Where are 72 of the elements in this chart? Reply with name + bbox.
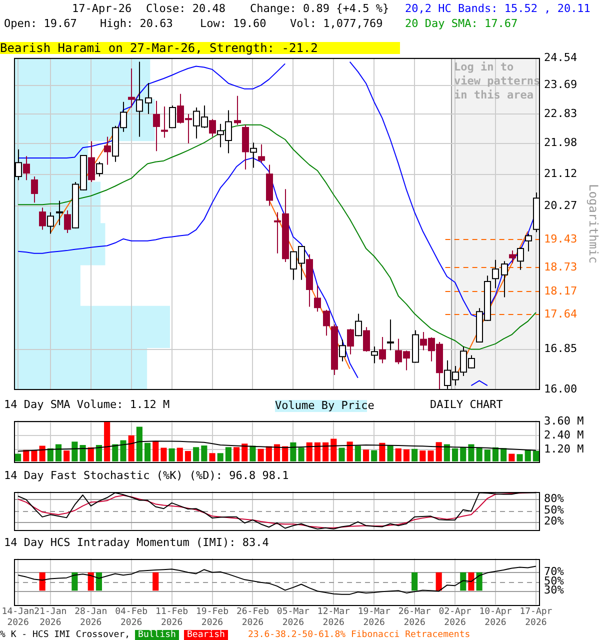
text: High: 20.63 xyxy=(100,17,173,30)
ref-line-label: 18.73 xyxy=(544,260,578,274)
candlestick xyxy=(64,210,71,234)
x-tick-label: 26-Feb 2026 xyxy=(236,607,269,628)
y-tick-label: 16.00 xyxy=(544,382,578,396)
y-tick-label: 23.69 xyxy=(544,78,578,92)
y-tick-label: 1.20 M xyxy=(544,442,584,456)
candlestick xyxy=(39,207,46,230)
text: Bearish Harami on 27-Mar-26, Strength: -21.2 xyxy=(0,41,400,55)
candlestick xyxy=(323,309,330,336)
x-tick-label: 26-Mar 2026 xyxy=(398,607,432,628)
candlestick xyxy=(363,326,370,352)
ref-line-label: 17.64 xyxy=(544,307,578,320)
y-tick-label: 20% xyxy=(544,514,564,528)
text: Close: 20.48 xyxy=(146,2,226,15)
text: Vol: 1,077,769 xyxy=(290,17,383,30)
y-tick-label: 3.60 M xyxy=(544,414,584,428)
candlestick xyxy=(209,118,216,138)
candlestick xyxy=(234,95,241,126)
y-axis-title: Logarithmic xyxy=(586,184,600,264)
candlestick xyxy=(161,106,168,138)
chart-title: 14 Day HCS Intraday Momentum (IMI): 83.4 xyxy=(4,536,269,549)
text: 17-Apr-26 xyxy=(72,2,132,15)
x-tick-label: 11-Feb 2026 xyxy=(156,607,188,628)
y-tick-label: 2.40 M xyxy=(544,428,584,442)
x-tick-label: 10-Apr 2026 xyxy=(479,607,512,628)
candlestick xyxy=(153,100,160,152)
x-tick-label: 04-Feb 2026 xyxy=(115,607,148,628)
candlestick xyxy=(88,140,95,183)
x-tick-label: 02-Apr 2026 xyxy=(438,607,472,628)
x-tick-label: 05-Mar 2026 xyxy=(276,607,310,628)
y-tick-label: 21.98 xyxy=(544,136,578,150)
candlestick xyxy=(128,68,135,108)
y-tick-label: 22.83 xyxy=(544,106,578,120)
candlestick xyxy=(347,328,354,355)
candlestick xyxy=(509,250,516,264)
text: 20,2 HC Bands: 15.52 , 20.11 xyxy=(405,2,590,15)
text: Bullish xyxy=(135,630,179,640)
candlestick xyxy=(104,136,111,166)
x-tick-label: 19-Feb 2026 xyxy=(196,607,229,628)
y-tick-label: 20.27 xyxy=(544,198,578,212)
y-tick-label: 16.85 xyxy=(544,342,578,356)
chart-title: 14 Day Fast Stochastic (%K) (%D): 96.8 98.1 xyxy=(4,469,289,482)
text: Bearish xyxy=(184,630,228,640)
y-tick-label: 80% xyxy=(544,492,564,506)
ref-line-label: 19.43 xyxy=(544,232,578,246)
band-label: Log in to view patterns in this area xyxy=(454,60,540,102)
text: Volume By Price xyxy=(275,399,374,412)
text: 23.6-38.2-50-61.8% Fibonacci Retracements xyxy=(248,630,470,640)
candlestick xyxy=(258,144,265,164)
x-tick-label: 21-Jan 2026 xyxy=(34,607,67,628)
candlestick xyxy=(23,156,30,181)
text: 20 Day SMA: 17.67 xyxy=(405,17,518,30)
text: Change: 0.89 {+4.5 %} xyxy=(250,2,390,15)
x-tick-label: 17-Apr 2026 xyxy=(520,607,553,628)
legend-title: % K - HCS IMI Crossover, xyxy=(0,630,130,640)
y-tick-label: 21.12 xyxy=(544,167,578,180)
y-tick-label: 50% xyxy=(544,503,564,516)
ref-line-label: 18.17 xyxy=(544,284,578,298)
text: Low: 19.60 xyxy=(200,17,266,30)
candlestick xyxy=(314,284,321,312)
chart-title: 14 Day SMA Volume: 1.12 M xyxy=(4,398,170,411)
x-tick-label: 12-Mar 2026 xyxy=(317,607,350,628)
x-tick-label: 14-Jan 2026 xyxy=(2,607,34,628)
text: DAILY CHART xyxy=(430,398,503,411)
candlestick xyxy=(379,336,386,364)
candlestick xyxy=(31,176,38,204)
text: Open: 19.67 xyxy=(4,17,77,30)
y-tick-label: 24.54 xyxy=(544,50,578,64)
x-tick-label: 28-Jan 2026 xyxy=(74,607,108,628)
y-tick-label: 30% xyxy=(544,584,564,597)
x-tick-label: 19-Mar 2026 xyxy=(358,607,391,628)
